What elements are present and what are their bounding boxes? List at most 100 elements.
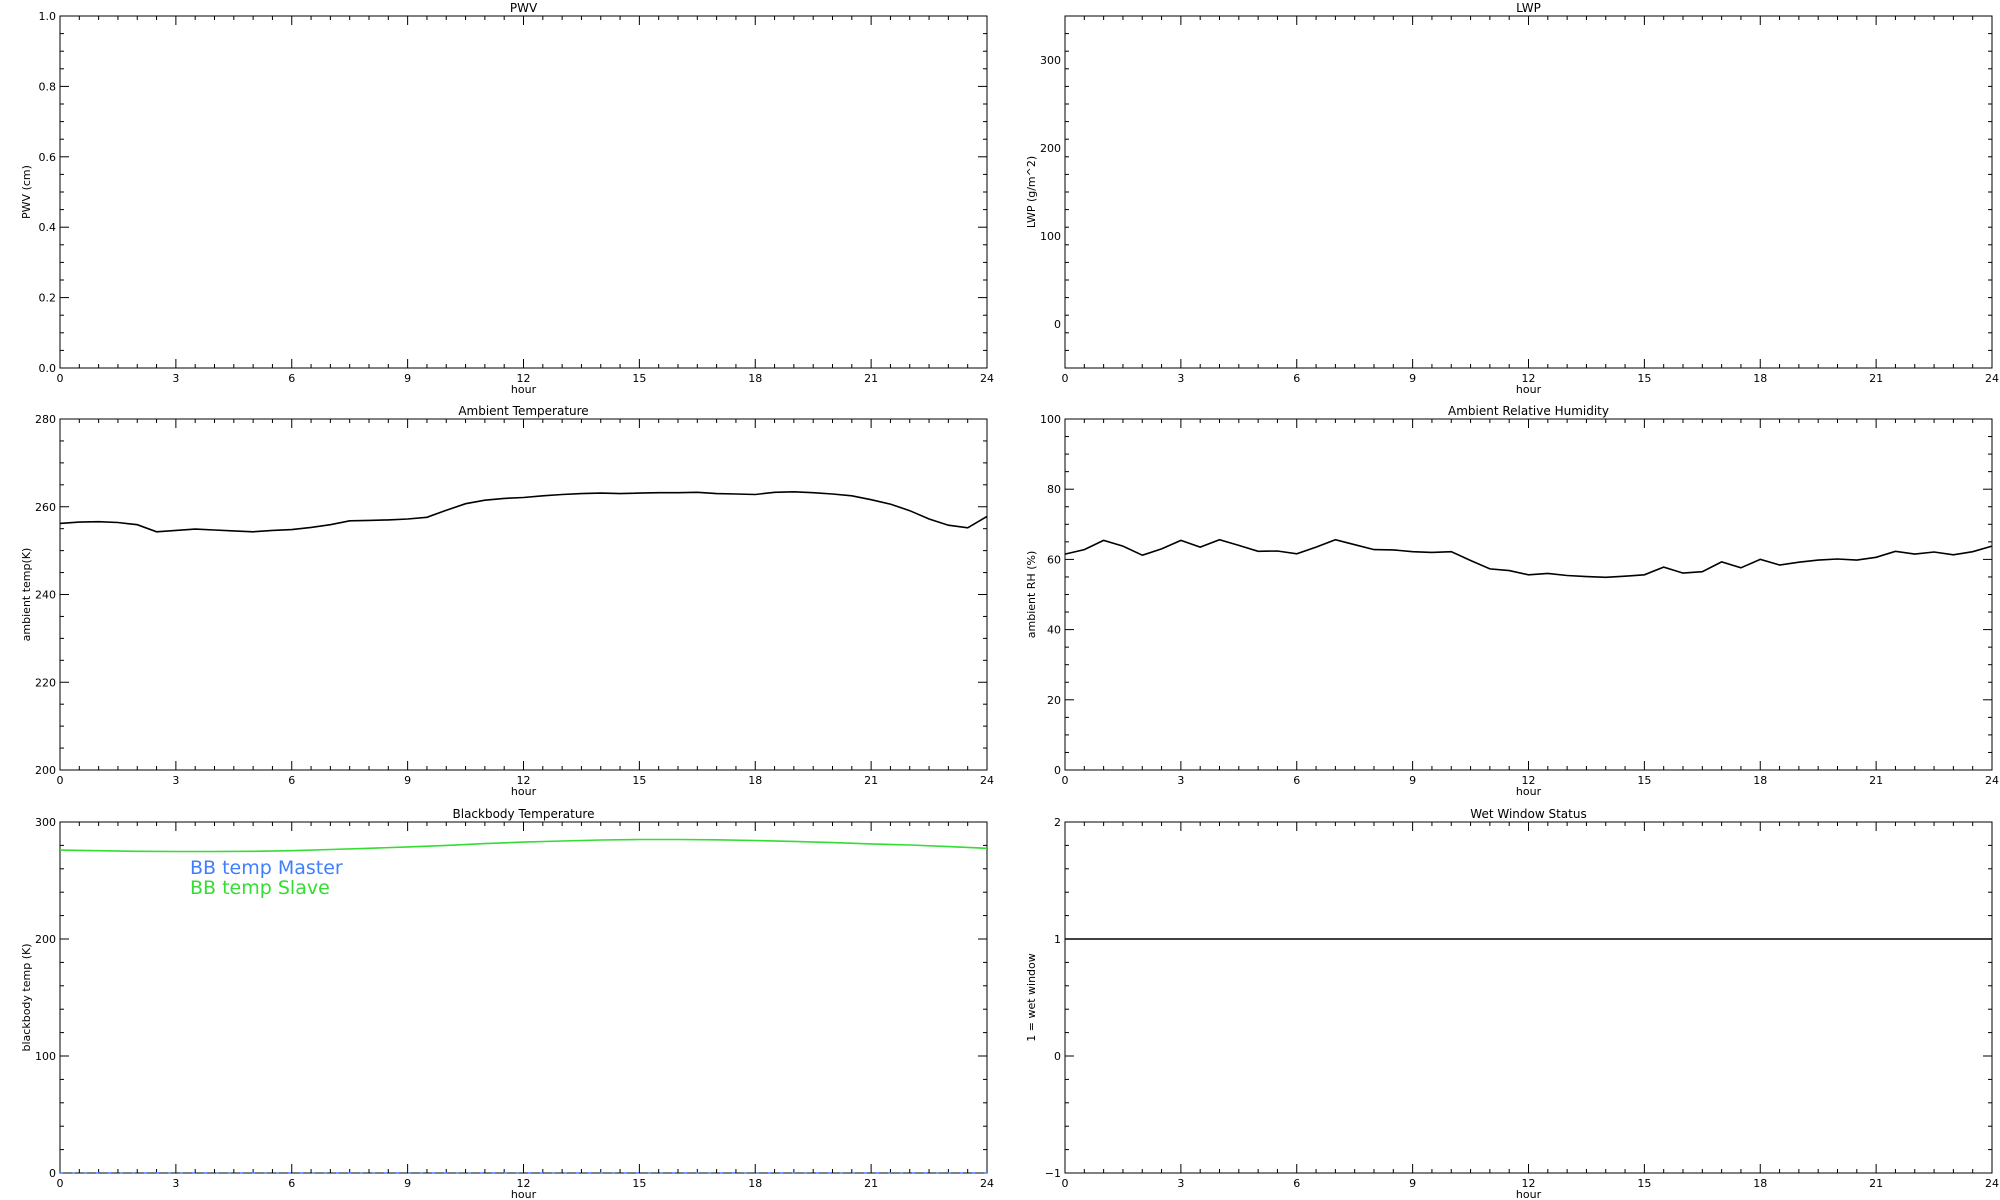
y-axis-label: 1 = wet window — [1025, 953, 1038, 1042]
x-tick-label: 0 — [57, 774, 64, 787]
x-tick-label: 0 — [57, 372, 64, 385]
chart-title: LWP — [1516, 1, 1541, 15]
y-tick-label: 280 — [35, 413, 56, 426]
y-tick-label: 1 — [1054, 933, 1061, 946]
x-tick-label: 24 — [1985, 774, 1999, 787]
x-tick-label: 18 — [748, 372, 762, 385]
y-axis-label: blackbody temp (K) — [20, 944, 33, 1052]
x-tick-label: 3 — [172, 1177, 179, 1190]
chart-title: PWV — [510, 1, 538, 15]
y-tick-label: 0.4 — [39, 221, 57, 234]
x-tick-label: 3 — [1177, 1177, 1184, 1190]
series-line-bb-temp-slave — [59, 838, 988, 853]
plot-frame — [1064, 821, 1993, 1174]
x-tick-label: 12 — [1522, 1177, 1536, 1190]
y-tick-label: 0 — [1054, 764, 1061, 777]
y-tick-label: 300 — [1040, 54, 1061, 67]
series-line-0 — [1064, 538, 1993, 579]
x-axis-label: hour — [1516, 383, 1542, 396]
x-axis-label: hour — [511, 1188, 537, 1200]
x-tick-label: 18 — [1753, 774, 1767, 787]
y-tick-label: 0.6 — [39, 151, 57, 164]
y-tick-label: 40 — [1047, 624, 1061, 637]
y-tick-label: 220 — [35, 676, 56, 689]
x-tick-label: 9 — [1409, 774, 1416, 787]
x-tick-label: 15 — [1637, 372, 1651, 385]
x-tick-label: 24 — [980, 1177, 994, 1190]
x-tick-label: 9 — [404, 774, 411, 787]
x-axis-label: hour — [1516, 785, 1542, 798]
x-tick-label: 6 — [288, 774, 295, 787]
x-tick-label: 24 — [980, 774, 994, 787]
x-tick-label: 21 — [1869, 774, 1883, 787]
plot-frame — [1064, 15, 1993, 369]
y-tick-label: 0.0 — [39, 362, 57, 375]
series-line-0 — [59, 490, 988, 533]
y-tick-label: 200 — [35, 933, 56, 946]
y-tick-label: 240 — [35, 589, 56, 602]
x-tick-label: 3 — [172, 774, 179, 787]
y-tick-label: 1.0 — [39, 10, 57, 23]
chart-title: Ambient Temperature — [458, 404, 588, 418]
chart-title: Blackbody Temperature — [453, 807, 595, 821]
x-tick-label: 21 — [864, 774, 878, 787]
x-tick-label: 0 — [1062, 1177, 1069, 1190]
x-tick-label: 24 — [1985, 1177, 1999, 1190]
y-axis-label: ambient RH (%) — [1025, 551, 1038, 639]
x-tick-label: 12 — [517, 774, 531, 787]
x-tick-label: 6 — [1293, 372, 1300, 385]
x-tick-label: 12 — [517, 372, 531, 385]
legend-entry: BB temp Master — [190, 857, 343, 879]
x-tick-label: 6 — [1293, 774, 1300, 787]
x-tick-label: 6 — [288, 372, 295, 385]
x-tick-label: 12 — [517, 1177, 531, 1190]
x-tick-label: 0 — [1062, 774, 1069, 787]
x-tick-label: 0 — [57, 1177, 64, 1190]
y-tick-label: 0 — [1054, 318, 1061, 331]
y-tick-label: 300 — [35, 816, 56, 829]
x-tick-label: 12 — [1522, 372, 1536, 385]
y-tick-label: 100 — [1040, 413, 1061, 426]
plot-frame — [59, 15, 988, 369]
x-tick-label: 15 — [1637, 1177, 1651, 1190]
y-tick-label: 20 — [1047, 694, 1061, 707]
x-tick-label: 9 — [404, 1177, 411, 1190]
y-tick-label: −1 — [1045, 1167, 1061, 1180]
x-tick-label: 24 — [1985, 372, 1999, 385]
legend-entry: BB temp Slave — [190, 877, 330, 899]
x-axis-label: hour — [1516, 1188, 1542, 1200]
y-tick-label: 260 — [35, 501, 56, 514]
y-axis-label: ambient temp(K) — [20, 548, 33, 642]
chart-title: Ambient Relative Humidity — [1448, 404, 1609, 418]
x-tick-label: 15 — [632, 774, 646, 787]
x-tick-label: 24 — [980, 372, 994, 385]
y-tick-label: 0 — [49, 1167, 56, 1180]
y-axis-label: LWP (g/m^2) — [1025, 156, 1038, 228]
x-axis-label: hour — [511, 785, 537, 798]
y-tick-label: 80 — [1047, 483, 1061, 496]
x-tick-label: 18 — [1753, 372, 1767, 385]
x-tick-label: 15 — [632, 372, 646, 385]
x-tick-label: 6 — [1293, 1177, 1300, 1190]
plot-frame — [59, 418, 988, 771]
x-tick-label: 18 — [748, 774, 762, 787]
plot-frame — [1064, 418, 1993, 771]
x-tick-label: 9 — [1409, 372, 1416, 385]
x-tick-label: 9 — [1409, 1177, 1416, 1190]
x-tick-label: 21 — [864, 372, 878, 385]
y-axis-label: PWV (cm) — [20, 165, 33, 219]
y-tick-label: 60 — [1047, 553, 1061, 566]
y-tick-label: 100 — [1040, 230, 1061, 243]
y-tick-label: 2 — [1054, 816, 1061, 829]
x-tick-label: 21 — [1869, 1177, 1883, 1190]
y-tick-label: 200 — [1040, 142, 1061, 155]
x-tick-label: 21 — [1869, 372, 1883, 385]
y-tick-label: 0 — [1054, 1050, 1061, 1063]
x-tick-label: 6 — [288, 1177, 295, 1190]
x-tick-label: 12 — [1522, 774, 1536, 787]
x-tick-label: 18 — [1753, 1177, 1767, 1190]
x-tick-label: 3 — [1177, 372, 1184, 385]
y-tick-label: 0.2 — [39, 292, 57, 305]
x-tick-label: 9 — [404, 372, 411, 385]
